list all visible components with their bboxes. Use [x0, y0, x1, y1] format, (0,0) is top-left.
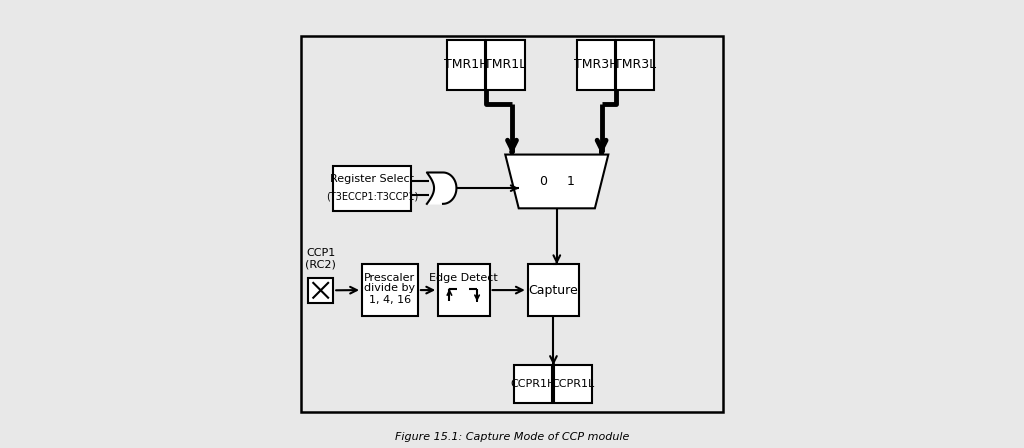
Text: Prescaler: Prescaler — [365, 272, 416, 283]
Text: 1, 4, 16: 1, 4, 16 — [369, 295, 411, 305]
Text: 0: 0 — [540, 175, 548, 188]
Polygon shape — [505, 155, 608, 208]
Bar — [301, 36, 723, 412]
Bar — [554, 365, 592, 403]
Bar — [333, 166, 412, 211]
Text: 1: 1 — [566, 175, 574, 188]
Bar — [616, 40, 654, 90]
Bar — [447, 40, 485, 90]
Bar — [438, 264, 489, 316]
Text: TMR3L: TMR3L — [614, 58, 656, 72]
Bar — [308, 278, 333, 303]
Bar — [527, 264, 580, 316]
Bar — [514, 365, 552, 403]
Text: CCP1: CCP1 — [306, 248, 335, 258]
Bar — [486, 40, 524, 90]
Text: Capture: Capture — [528, 284, 579, 297]
Text: TMR1H: TMR1H — [443, 58, 488, 72]
Bar — [577, 40, 615, 90]
Text: divide by: divide by — [365, 283, 416, 293]
Text: CCPR1H: CCPR1H — [511, 379, 556, 389]
Polygon shape — [427, 172, 457, 204]
Text: TMR3H: TMR3H — [573, 58, 618, 72]
Text: Edge Detect: Edge Detect — [429, 273, 499, 283]
Text: Figure 15.1: Capture Mode of CCP module: Figure 15.1: Capture Mode of CCP module — [395, 432, 629, 442]
Text: TMR1L: TMR1L — [484, 58, 526, 72]
Text: (T3ECCP1:T3CCP1): (T3ECCP1:T3CCP1) — [326, 191, 418, 201]
Text: (RC2): (RC2) — [305, 259, 336, 269]
Text: Register Select: Register Select — [330, 174, 414, 184]
Text: CCPR1L: CCPR1L — [551, 379, 594, 389]
Bar — [361, 264, 418, 316]
